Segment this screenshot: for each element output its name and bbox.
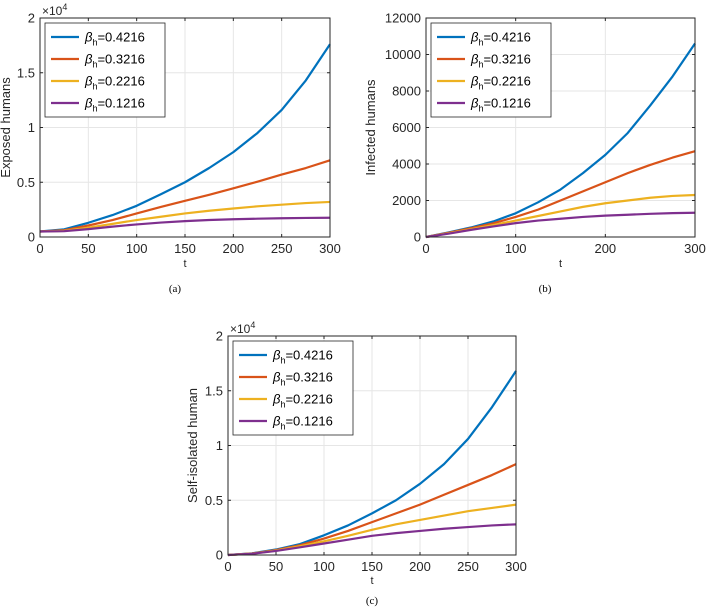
y-tick-label: 1 bbox=[28, 120, 35, 135]
y-axis-label: Self-isolated human bbox=[185, 388, 200, 503]
series-line-4 bbox=[39, 216, 331, 233]
chart-panel-a: 0 50 100 150 200 250 300 0 0.5 1 1.5 2 ×104 t Exposed … bbox=[0, 2, 341, 295]
series-line-1 bbox=[39, 43, 331, 233]
legend-entry: βh=0.3216 bbox=[272, 370, 333, 388]
legend-entry: βh=0.4216 bbox=[272, 348, 333, 366]
x-axis-label: t bbox=[183, 258, 186, 270]
series-line-2 bbox=[39, 159, 331, 233]
y-axis-label: Exposed humans bbox=[0, 77, 13, 178]
legend: βh=0.4216 βh=0.3216 βh=0.2216 βh=0.1216 bbox=[232, 340, 354, 436]
y-tick-label: 12000 bbox=[385, 11, 421, 26]
legend-entry: βh=0.1216 bbox=[84, 96, 145, 114]
x-tick-label: 150 bbox=[174, 241, 196, 256]
legend-entry: βh=0.3216 bbox=[84, 52, 145, 70]
panel-caption: (c) bbox=[366, 595, 379, 607]
legend-entry: βh=0.2216 bbox=[272, 392, 333, 410]
legend-entry: βh=0.3216 bbox=[470, 52, 531, 70]
x-tick-label: 200 bbox=[409, 559, 431, 574]
x-tick-label: 0 bbox=[36, 241, 43, 256]
legend-entry: βh=0.1216 bbox=[272, 414, 333, 432]
panel-caption: (a) bbox=[169, 283, 182, 295]
series-line-4 bbox=[227, 523, 517, 557]
legend-box bbox=[430, 22, 552, 118]
x-tick-label: 250 bbox=[271, 241, 293, 256]
y-tick-label: 2 bbox=[216, 329, 223, 344]
x-axis-label: t bbox=[370, 575, 373, 587]
legend: βh=0.4216 βh=0.3216 βh=0.2216 βh=0.1216 bbox=[44, 22, 166, 118]
x-axis-label: t bbox=[559, 258, 562, 270]
y-tick-label: 1 bbox=[216, 438, 223, 453]
chart-panel-c: 0 50 100 150 200 250 300 0 0.5 1 1.5 2 ×104 t Self-iso… bbox=[185, 320, 527, 607]
x-tick-label: 0 bbox=[422, 241, 429, 256]
y-tick-label: 1.5 bbox=[17, 65, 35, 80]
series-line-3 bbox=[39, 200, 331, 233]
y-tick-label: 0 bbox=[216, 548, 223, 563]
y-tick-label: 1.5 bbox=[205, 383, 223, 398]
y-tick-label: 6000 bbox=[392, 120, 421, 135]
x-tick-label: 0 bbox=[224, 559, 231, 574]
y-tick-label: 0 bbox=[414, 230, 421, 245]
y-tick-label: 0.5 bbox=[205, 493, 223, 508]
x-tick-label: 300 bbox=[319, 241, 341, 256]
y-tick-label: 2 bbox=[28, 11, 35, 26]
y-tick-label: 2000 bbox=[392, 193, 421, 208]
panel-caption: (b) bbox=[539, 283, 552, 295]
y-tick-label: 8000 bbox=[392, 84, 421, 99]
y-axis-label: Infected humans bbox=[363, 79, 378, 176]
y-tick-label: 10000 bbox=[385, 47, 421, 62]
legend-entry: βh=0.1216 bbox=[470, 96, 531, 114]
legend: βh=0.4216 βh=0.3216 βh=0.2216 βh=0.1216 bbox=[430, 22, 552, 118]
legend-entry: βh=0.4216 bbox=[84, 30, 145, 48]
x-tick-label: 100 bbox=[126, 241, 148, 256]
y-tick-label: 0.5 bbox=[17, 175, 35, 190]
x-tick-label: 300 bbox=[684, 241, 706, 256]
legend-entry: βh=0.2216 bbox=[470, 74, 531, 92]
series-line-4 bbox=[425, 211, 696, 239]
x-tick-label: 150 bbox=[361, 559, 383, 574]
legend-box bbox=[44, 22, 166, 118]
y-exponent-label: ×104 bbox=[42, 2, 67, 18]
x-tick-label: 300 bbox=[505, 559, 527, 574]
legend-entry: βh=0.4216 bbox=[470, 30, 531, 48]
y-tick-label: 4000 bbox=[392, 157, 421, 172]
x-tick-label: 100 bbox=[313, 559, 335, 574]
x-tick-label: 250 bbox=[457, 559, 479, 574]
chart-panel-b: 0 100 200 300 0 2000 4000 6000 8000 10000 12000 t In… bbox=[363, 11, 706, 296]
y-exponent-label: ×104 bbox=[230, 320, 255, 336]
y-tick-label: 0 bbox=[28, 230, 35, 245]
x-tick-label: 50 bbox=[269, 559, 283, 574]
legend-box bbox=[232, 340, 354, 436]
x-tick-label: 100 bbox=[505, 241, 527, 256]
x-tick-label: 200 bbox=[594, 241, 616, 256]
x-tick-label: 200 bbox=[222, 241, 244, 256]
x-tick-label: 50 bbox=[81, 241, 95, 256]
legend-entry: βh=0.2216 bbox=[84, 74, 145, 92]
